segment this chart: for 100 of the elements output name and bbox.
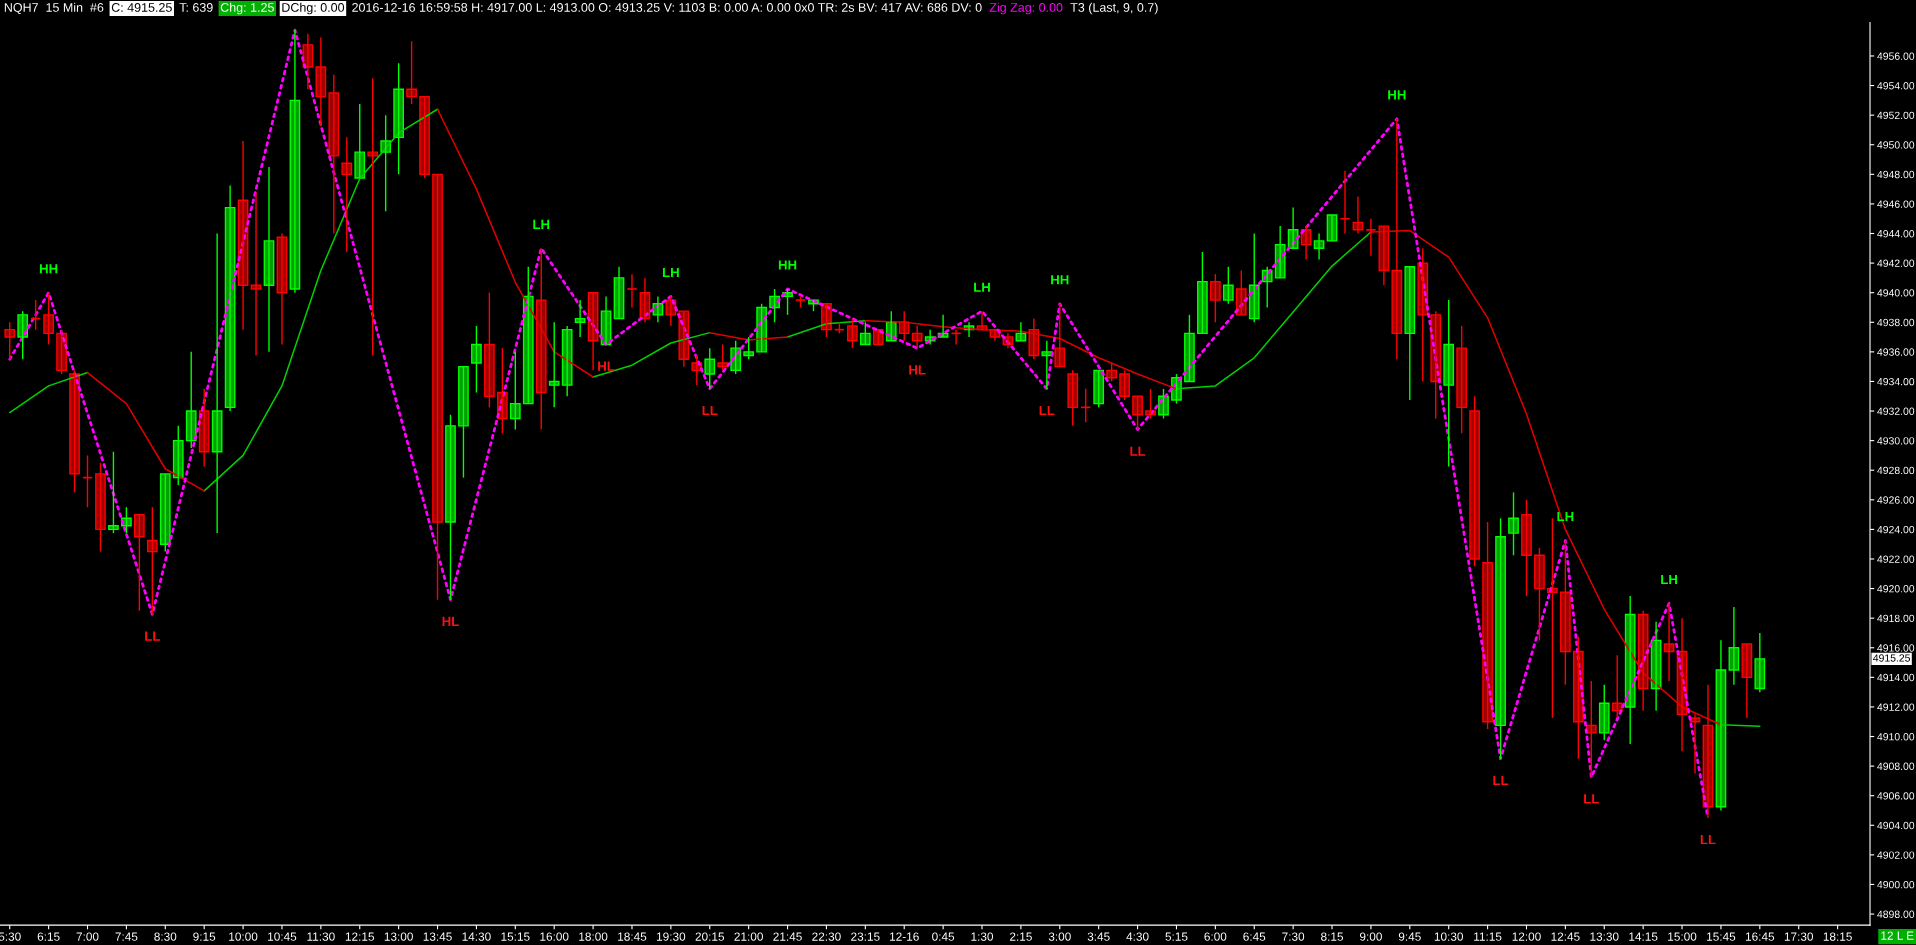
candlestick <box>1339 169 1351 235</box>
data-label: HL <box>598 361 615 371</box>
candlestick <box>367 77 379 357</box>
x-tick-label: 20:15 <box>695 932 725 941</box>
candlestick <box>1222 266 1234 305</box>
x-tick-label: 6:00 <box>1204 932 1227 941</box>
x-tick-label: 18:15 <box>1823 932 1852 941</box>
candlestick <box>1456 325 1468 434</box>
candlestick <box>1404 266 1416 401</box>
x-tick-label: 10:45 <box>268 932 297 941</box>
candlestick <box>341 136 353 253</box>
y-tick-label: 4940.00 <box>1877 289 1915 297</box>
x-tick-label: 15:15 <box>501 932 530 941</box>
candlestick <box>445 414 456 601</box>
candlestick <box>1119 369 1130 401</box>
candlestick <box>743 336 755 360</box>
candlestick <box>43 291 54 346</box>
x-tick-label: 15:45 <box>1707 932 1736 941</box>
candlestick <box>172 425 184 486</box>
candlestick <box>471 325 482 394</box>
annotation: 4915.25 <box>1873 654 1911 662</box>
candlestick <box>69 369 80 494</box>
x-tick-label: 9:00 <box>1359 932 1382 941</box>
x-tick-label: 9:15 <box>193 932 216 941</box>
candlestick <box>1132 395 1143 431</box>
y-tick-label: 4900.00 <box>1877 880 1915 889</box>
data-label: HH <box>39 264 58 274</box>
x-tick-label: 10:00 <box>229 932 258 941</box>
x-tick-label: 6:45 <box>1243 932 1266 941</box>
candlestick <box>95 462 106 553</box>
candlestick <box>1521 499 1532 597</box>
y-tick-label: 4948.00 <box>1877 170 1915 179</box>
data-label: LH <box>662 267 679 277</box>
candlestick <box>548 321 560 409</box>
y-tick-label: 4908.00 <box>1877 762 1915 770</box>
y-tick-label: 4942.00 <box>1877 259 1915 267</box>
candlestick <box>847 317 858 349</box>
x-tick-label: 5:15 <box>1165 932 1188 941</box>
candlestick <box>419 95 430 179</box>
candlestick <box>1054 303 1066 368</box>
y-tick-label: 4946.00 <box>1877 200 1915 208</box>
x-tick-label: 23:15 <box>851 932 880 941</box>
data-label: LL <box>702 406 718 416</box>
candlestick <box>626 273 638 309</box>
x-tick-label: 7:45 <box>115 932 138 941</box>
x-tick-label: 12-16 <box>890 932 919 941</box>
text: NQH7 15 Min #6 <box>4 2 104 15</box>
x-tick-label: 11:15 <box>1474 932 1502 941</box>
data-label: LL <box>1493 775 1509 785</box>
y-tick-label: 4914.00 <box>1877 673 1915 682</box>
candlestick <box>4 321 16 360</box>
x-tick-label: 3:00 <box>1048 932 1071 941</box>
candlestick <box>1067 369 1079 427</box>
y-tick-label: 4906.00 <box>1877 792 1915 800</box>
y-tick-label: 4904.00 <box>1877 821 1915 830</box>
y-tick-label: 4916.00 <box>1877 644 1915 652</box>
x-tick-label: 8:15 <box>1321 932 1344 941</box>
x-tick-label: 15:00 <box>1668 932 1697 941</box>
candlestick <box>859 321 871 346</box>
data-label: LL <box>145 631 160 641</box>
data-label: LL <box>1584 794 1599 804</box>
candlestick <box>1197 251 1208 335</box>
data-label: LH <box>533 219 550 229</box>
candlestick <box>1443 299 1455 468</box>
y-tick-label: 4912.00 <box>1877 703 1915 711</box>
x-tick-label: 19:30 <box>657 932 686 941</box>
candlestick <box>458 365 469 479</box>
y-tick-label: 4920.00 <box>1877 585 1915 593</box>
candlestick <box>159 473 171 553</box>
data-label: HH <box>778 260 797 270</box>
y-tick-label: 4910.00 <box>1877 733 1915 741</box>
text: T3 (Last, 9, 0.7) <box>1070 2 1158 15</box>
x-tick-label: 11:30 <box>307 932 335 941</box>
candlestick <box>1598 684 1610 741</box>
x-tick-label: 16:00 <box>540 932 569 941</box>
x-tick-label: 2:15 <box>1010 932 1032 941</box>
data-label: HH <box>1388 90 1406 100</box>
x-tick-label: 0:45 <box>932 932 955 941</box>
data-label: LL <box>1039 406 1055 416</box>
y-tick-label: 4934.00 <box>1877 377 1915 386</box>
data-label: HL <box>909 365 926 375</box>
candlestick <box>1469 395 1480 568</box>
data-label: LH <box>974 282 990 292</box>
x-tick-label: 14:30 <box>462 932 491 941</box>
text: 12 L E <box>1881 931 1914 940</box>
text: T: 639 <box>179 3 213 12</box>
x-tick-label: 4:30 <box>1126 932 1149 941</box>
x-tick-label: 18:00 <box>579 932 608 941</box>
x-tick-label: 1:30 <box>971 932 994 941</box>
x-tick-label: 17:30 <box>1784 932 1814 941</box>
data-label: HH <box>1051 275 1069 285</box>
candlestick <box>432 173 443 601</box>
x-tick-label: 12:45 <box>1551 932 1580 941</box>
candlestick <box>704 347 716 390</box>
x-tick-label: 7:00 <box>76 932 99 941</box>
x-tick-label: 21:00 <box>734 932 763 941</box>
x-tick-label: 22:30 <box>812 932 841 941</box>
candlestick <box>1508 491 1519 556</box>
data-label: LL <box>1130 446 1146 456</box>
x-tick-label: 8:30 <box>154 932 177 941</box>
